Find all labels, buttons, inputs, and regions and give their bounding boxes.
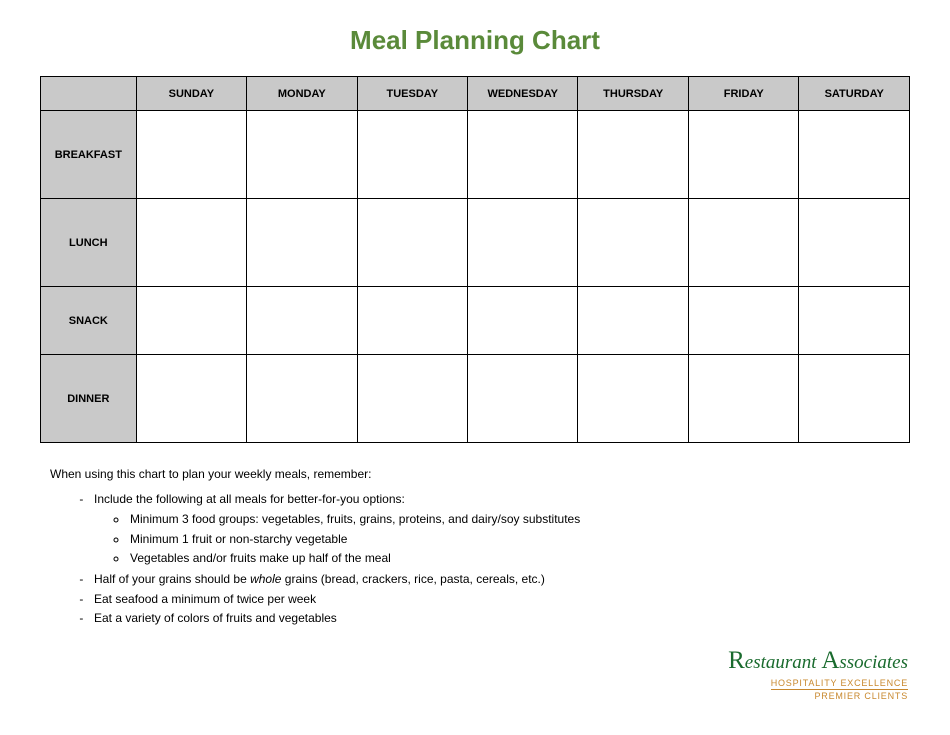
logo-cap: R <box>728 647 745 674</box>
meal-cell[interactable] <box>247 287 357 355</box>
list-item: Half of your grains should be whole grai… <box>90 570 910 589</box>
list-text: Half of your grains should be <box>94 572 250 586</box>
list-text-em: whole <box>250 572 281 586</box>
meal-cell[interactable] <box>799 355 910 443</box>
logo-tagline-1: HOSPITALITY EXCELLENCE <box>771 679 908 690</box>
list-item: Eat seafood a minimum of twice per week <box>90 590 910 609</box>
notes-section: When using this chart to plan your weekl… <box>40 465 910 628</box>
list-item: Eat a variety of colors of fruits and ve… <box>90 609 910 628</box>
row-label: DINNER <box>41 355 137 443</box>
table-row: SNACK <box>41 287 910 355</box>
col-header: MONDAY <box>247 77 357 111</box>
meal-cell[interactable] <box>688 199 798 287</box>
logo-seg: ssociates <box>839 652 908 673</box>
row-label: BREAKFAST <box>41 111 137 199</box>
meal-cell[interactable] <box>247 199 357 287</box>
notes-sublist: Minimum 3 food groups: vegetables, fruit… <box>94 510 910 568</box>
meal-cell[interactable] <box>468 199 578 287</box>
meal-cell[interactable] <box>468 287 578 355</box>
col-header: THURSDAY <box>578 77 688 111</box>
col-header: TUESDAY <box>357 77 467 111</box>
col-header: SUNDAY <box>136 77 246 111</box>
notes-list: Include the following at all meals for b… <box>50 490 910 628</box>
meal-cell[interactable] <box>688 287 798 355</box>
table-row: DINNER <box>41 355 910 443</box>
meal-cell[interactable] <box>247 111 357 199</box>
logo-cap: A <box>821 647 839 674</box>
meal-cell[interactable] <box>136 199 246 287</box>
notes-intro: When using this chart to plan your weekl… <box>50 465 910 484</box>
table-row: BREAKFAST <box>41 111 910 199</box>
meal-cell[interactable] <box>468 111 578 199</box>
col-header: FRIDAY <box>688 77 798 111</box>
row-label: SNACK <box>41 287 137 355</box>
list-item: Vegetables and/or fruits make up half of… <box>128 549 910 568</box>
meal-cell[interactable] <box>578 199 688 287</box>
meal-planning-table: SUNDAY MONDAY TUESDAY WEDNESDAY THURSDAY… <box>40 76 910 443</box>
meal-cell[interactable] <box>136 355 246 443</box>
meal-cell[interactable] <box>799 199 910 287</box>
meal-cell[interactable] <box>578 287 688 355</box>
table-corner-cell <box>41 77 137 111</box>
list-item: Minimum 1 fruit or non-starchy vegetable <box>128 530 910 549</box>
meal-cell[interactable] <box>357 355 467 443</box>
meal-cell[interactable] <box>247 355 357 443</box>
meal-cell[interactable] <box>136 287 246 355</box>
meal-cell[interactable] <box>136 111 246 199</box>
list-text: Include the following at all meals for b… <box>94 492 405 506</box>
list-item: Include the following at all meals for b… <box>90 490 910 568</box>
meal-cell[interactable] <box>688 111 798 199</box>
meal-cell[interactable] <box>357 111 467 199</box>
meal-cell[interactable] <box>578 355 688 443</box>
row-label: LUNCH <box>41 199 137 287</box>
brand-logo: Restaurant Associates HOSPITALITY EXCELL… <box>728 648 908 701</box>
table-header-row: SUNDAY MONDAY TUESDAY WEDNESDAY THURSDAY… <box>41 77 910 111</box>
meal-cell[interactable] <box>357 199 467 287</box>
meal-cell[interactable] <box>578 111 688 199</box>
meal-cell[interactable] <box>357 287 467 355</box>
table-row: LUNCH <box>41 199 910 287</box>
page-title: Meal Planning Chart <box>40 25 910 56</box>
meal-cell[interactable] <box>468 355 578 443</box>
meal-cell[interactable] <box>688 355 798 443</box>
list-text: grains (bread, crackers, rice, pasta, ce… <box>281 572 544 586</box>
logo-tagline-2: PREMIER CLIENTS <box>728 692 908 701</box>
list-item: Minimum 3 food groups: vegetables, fruit… <box>128 510 910 529</box>
logo-main-text: Restaurant Associates <box>728 648 908 674</box>
meal-cell[interactable] <box>799 287 910 355</box>
logo-seg: estaurant <box>745 652 822 673</box>
col-header: WEDNESDAY <box>468 77 578 111</box>
meal-cell[interactable] <box>799 111 910 199</box>
col-header: SATURDAY <box>799 77 910 111</box>
